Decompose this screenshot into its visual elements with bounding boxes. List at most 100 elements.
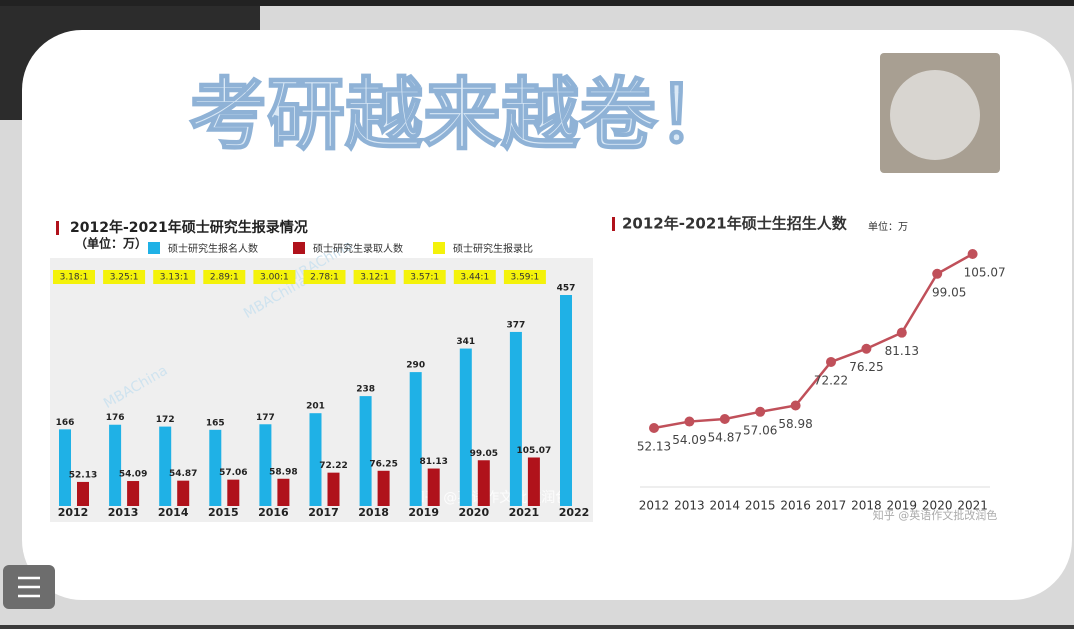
point [755,406,766,417]
x-tick-label: 2012 [639,499,670,513]
bar [409,372,422,506]
data-label: 176 [106,413,125,423]
slide-title: 考研越来越卷！ [189,70,735,160]
x-tick-label: 2021 [957,499,988,513]
data-label: 238 [356,385,375,395]
point [826,356,836,367]
data-label: 377 [507,320,526,330]
data-label: 81.13 [419,457,447,467]
point [861,343,872,354]
data-label: 165 [206,418,225,428]
title-bar [612,217,615,231]
data-label: 99.05 [932,285,966,299]
data-label: 290 [406,361,425,371]
top-bar [0,0,1074,6]
bar [259,424,272,506]
chart2-subtitle: 单位：万 [868,220,908,233]
legend-swatch [293,242,305,254]
ratio-box [153,270,196,284]
title-bar [56,221,59,235]
data-label: 72.22 [814,373,848,387]
bar [527,457,540,506]
ratio-label: 3.00:1 [260,273,289,283]
x-tick-label: 2014 [158,506,189,519]
data-label: 201 [306,402,325,412]
ratio-label: 3.59:1 [510,273,539,283]
x-tick-label: 2018 [851,499,882,513]
x-tick-label: 2014 [710,499,741,513]
point [790,400,801,411]
data-label: 177 [256,413,275,423]
cat-face [890,70,980,160]
bar [77,481,89,506]
ratio-label: 3.57:1 [410,273,439,283]
data-label: 105.07 [964,266,1006,280]
line [653,252,974,430]
x-tick-label: 2018 [358,506,389,519]
point [967,249,978,259]
ratio-label: 2.78:1 [310,273,339,283]
bar [427,468,440,506]
legend-label: 硕士研究生录取人数 [313,242,403,255]
data-label: 54.87 [169,469,197,479]
data-label: 76.25 [369,459,397,469]
x-tick-label: 2022 [559,506,590,519]
point [649,423,659,433]
data-label: 52.13 [69,470,97,480]
data-label: 81.13 [885,344,919,358]
bar [560,295,572,506]
ratio-label: 3.12:1 [360,273,389,283]
bar [109,424,122,506]
chart1-subtitle: （单位：万） [75,236,147,251]
ratio-box [103,270,146,284]
ratio-label: 3.44:1 [460,273,489,283]
x-tick-label: 2020 [458,506,489,519]
legend-label: 硕士研究生报录比 [453,242,533,255]
x-tick-label: 2017 [308,506,339,519]
x-tick-label: 2020 [922,499,953,513]
bar [159,426,172,506]
menu-icon [18,576,40,598]
ratio-box [503,270,546,284]
watermark: 知乎 @英语作文批改润色 [873,508,998,522]
x-tick-label: 2015 [208,506,239,519]
x-tick-label: 2021 [509,506,540,519]
bar [309,413,322,506]
bar [477,460,490,506]
data-label: 58.98 [269,467,297,477]
x-tick-label: 2019 [408,506,439,519]
data-label: 172 [156,415,175,425]
data-label: 57.06 [219,468,247,478]
ratio-label: 2.89:1 [210,273,239,283]
x-tick-label: 2013 [108,506,139,519]
ratio-box [253,270,296,284]
ratio-box [353,270,396,284]
x-tick-label: 2012 [58,506,89,519]
data-label: 76.25 [849,360,883,374]
x-tick-label: 2019 [887,499,918,513]
bar [327,472,340,506]
ratio-label: 3.13:1 [160,273,189,283]
chart1-title: 2012年-2021年硕士研究生报录情况 [70,219,308,236]
bar [209,429,222,506]
data-label: 72.22 [319,461,347,471]
data-label: 105.07 [517,446,552,456]
x-tick-label: 2016 [258,506,289,519]
ratio-box [203,270,246,284]
ratio-box [453,270,496,284]
data-label: 54.87 [708,430,742,444]
point [896,327,907,338]
bar [377,470,390,506]
legend-swatch [433,242,445,254]
ratio-label: 3.18:1 [60,273,89,283]
data-label: 54.09 [672,433,706,447]
legend-swatch [148,242,160,254]
bar [227,479,240,506]
x-tick-label: 2015 [745,499,776,513]
x-tick-label: 2017 [816,499,847,513]
data-label: 57.06 [743,423,777,437]
bar [127,481,140,506]
x-tick-label: 2016 [780,499,811,513]
